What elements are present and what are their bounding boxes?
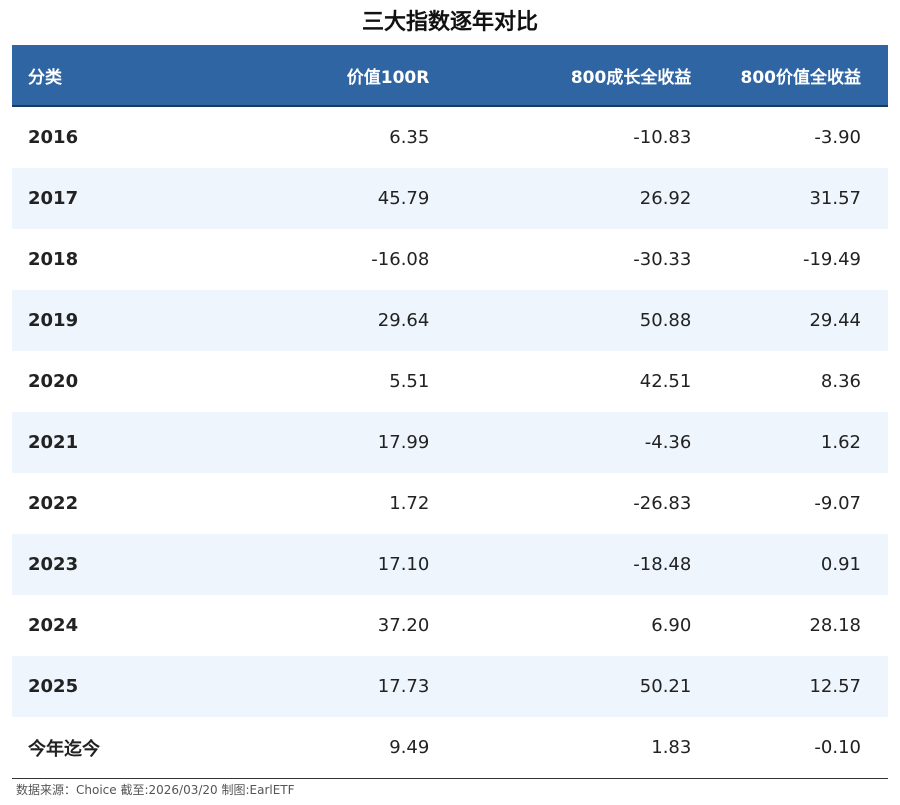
source-note: 数据来源：Choice 截至:2026/03/20 制图:EarlETF <box>16 783 295 797</box>
value-cell: 17.73 <box>377 676 430 697</box>
header-row: 分类 价值100R 800成长全收益 800价值全收益 <box>12 45 888 106</box>
table-row: 2017 45.79 26.92 31.57 <box>12 168 888 229</box>
row-label: 2018 <box>28 249 79 270</box>
table-row: 2024 37.20 6.90 28.18 <box>12 595 888 656</box>
value-cell: 12.57 <box>809 676 861 697</box>
value-cell: -26.83 <box>633 493 692 514</box>
value-cell: 9.49 <box>389 737 430 758</box>
table-row: 2016 6.35 -10.83 -3.90 <box>12 106 888 168</box>
row-label: 2024 <box>28 615 79 636</box>
value-cell: 17.10 <box>377 554 430 575</box>
value-cell: 0.91 <box>820 554 861 575</box>
value-cell: 37.20 <box>377 615 430 636</box>
header-cell: 价值100R <box>129 45 430 106</box>
value-cell: 50.88 <box>639 310 692 331</box>
data-table: 分类 价值100R 800成长全收益 800价值全收益 2016 6.35 -10.83 -… <box>12 45 888 779</box>
row-label: 2023 <box>28 554 79 575</box>
value-cell: 1.72 <box>389 493 430 514</box>
row-label: 2020 <box>28 371 79 392</box>
row-label: 2021 <box>28 432 79 453</box>
value-cell: 1.83 <box>651 737 692 758</box>
table-row: 2020 5.51 42.51 8.36 <box>12 351 888 412</box>
row-label: 2025 <box>28 676 79 697</box>
value-cell: 50.21 <box>639 676 692 697</box>
value-cell: 28.18 <box>809 615 861 636</box>
table-row: 2023 17.10 -18.48 0.91 <box>12 534 888 595</box>
value-cell: 29.64 <box>377 310 430 331</box>
value-cell: 5.51 <box>389 371 430 392</box>
row-label: 2017 <box>28 188 79 209</box>
value-cell: 1.62 <box>820 432 861 453</box>
table-row: 2022 1.72 -26.83 -9.07 <box>12 473 888 534</box>
table-row: 2019 29.64 50.88 29.44 <box>12 290 888 351</box>
value-cell: 26.92 <box>639 188 692 209</box>
value-cell: 29.44 <box>809 310 861 331</box>
value-cell: -4.36 <box>644 432 692 453</box>
title: 三大指数逐年对比 <box>361 10 538 35</box>
row-label: 2022 <box>28 493 79 514</box>
value-cell: -30.33 <box>633 249 692 270</box>
value-cell: -19.49 <box>802 249 861 270</box>
value-cell: 45.79 <box>377 188 430 209</box>
table-row: 2021 17.99 -4.36 1.62 <box>12 412 888 473</box>
value-cell: -9.07 <box>814 493 861 514</box>
value-cell: 42.51 <box>639 371 692 392</box>
table-row: 2018 -16.08 -30.33 -19.49 <box>12 229 888 290</box>
row-label: 2016 <box>28 127 79 148</box>
value-cell: -16.08 <box>371 249 430 270</box>
table-row: 2025 17.73 50.21 12.57 <box>12 656 888 717</box>
value-cell: 8.36 <box>820 371 861 392</box>
value-cell: -3.90 <box>814 127 861 148</box>
value-cell: 31.57 <box>809 188 861 209</box>
value-cell: 6.90 <box>651 615 692 636</box>
row-label: 今年迄今 <box>28 738 100 760</box>
header-cell: 分类 <box>12 45 130 106</box>
value-cell: 17.99 <box>377 432 430 453</box>
value-cell: 6.35 <box>389 127 430 148</box>
value-cell: -0.10 <box>814 737 861 758</box>
header-cell: 800成长全收益 <box>429 45 692 106</box>
value-cell: -10.83 <box>633 127 692 148</box>
header-cell: 800价值全收益 <box>691 45 888 106</box>
value-cell: -18.48 <box>633 554 692 575</box>
row-label: 2019 <box>28 310 79 331</box>
table-row: 今年迄今 9.49 1.83 -0.10 <box>12 717 888 779</box>
